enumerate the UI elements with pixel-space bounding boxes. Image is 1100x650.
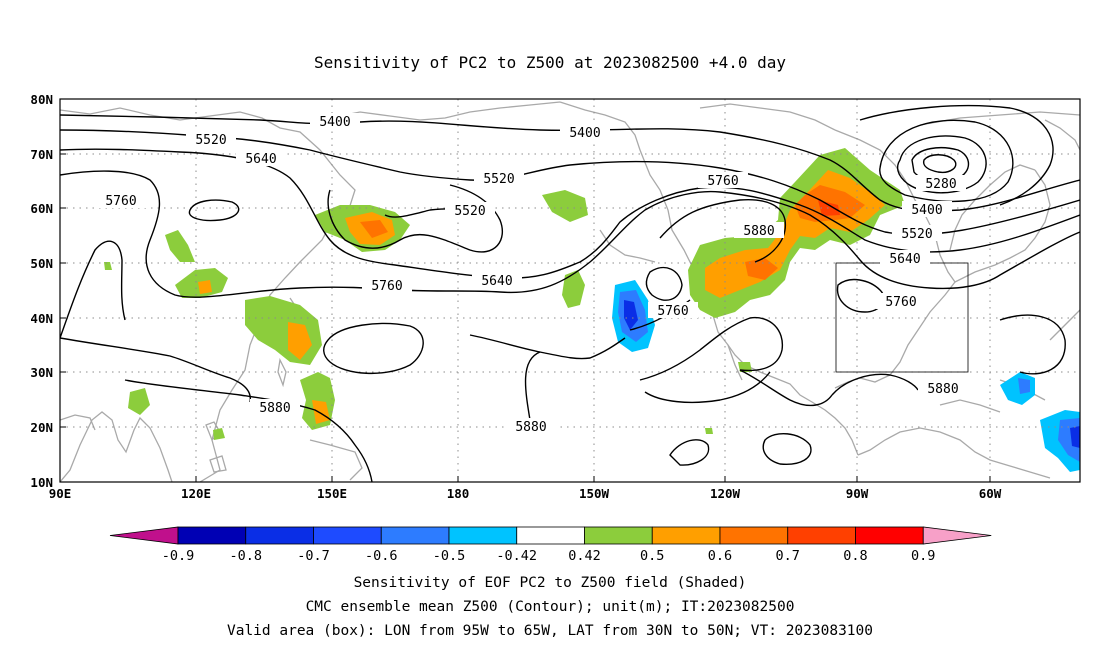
contour-label: 5760 <box>105 194 136 209</box>
colorbar-label: 0.7 <box>776 548 800 564</box>
sensitivity-shading <box>104 148 1080 472</box>
colorbar-swatch <box>855 526 924 545</box>
lon-tick-label: 150E <box>317 486 347 501</box>
colorbar-swatch <box>448 526 518 545</box>
contour-label: 5400 <box>911 203 942 218</box>
contour-5520 <box>60 129 1080 236</box>
caption-line-2: CMC ensemble mean Z500 (Contour); unit(m… <box>306 599 795 615</box>
lat-tick-label: 80N <box>30 92 53 107</box>
lon-tick-label: 150W <box>579 486 610 501</box>
colorbar-label: -0.6 <box>365 548 398 564</box>
figure-title: Sensitivity of PC2 to Z500 at 2023082500… <box>314 53 786 72</box>
contour-5640 <box>60 148 1080 279</box>
contour-label: 5880 <box>743 224 774 239</box>
colorbar-label: 0.8 <box>843 548 867 564</box>
lon-tick-label: 120W <box>710 486 741 501</box>
colorbar-label: -0.7 <box>297 548 330 564</box>
colorbar-label: -0.5 <box>433 548 466 564</box>
colorbar-swatch <box>719 526 789 545</box>
contour-labels: 5400 5400 5520 5640 5760 5520 5520 5760 … <box>96 113 968 435</box>
contour-5280 <box>896 135 987 194</box>
contour-label: 5640 <box>481 274 512 289</box>
colorbar-swatch <box>584 526 653 545</box>
lon-tick-label: 180 <box>447 486 470 501</box>
colorbar-label: -0.8 <box>229 548 262 564</box>
lon-tick-label: 90W <box>846 486 869 501</box>
latitude-labels: 80N 70N 60N 50N 40N 30N 20N 10N <box>30 92 53 490</box>
lat-tick-label: 20N <box>30 420 53 435</box>
contour-label: 5640 <box>245 152 276 167</box>
lon-tick-label: 120E <box>181 486 211 501</box>
tick-marks <box>60 98 991 482</box>
colorbar-swatch <box>651 526 721 545</box>
contour-label: 5400 <box>319 115 350 130</box>
shade-red <box>818 200 840 216</box>
contour-label: 5760 <box>707 174 738 189</box>
colorbar-label: 0.5 <box>640 548 664 564</box>
colorbar: -0.9 -0.8 -0.7 -0.6 -0.5 -0.42 0.42 0.5 0.6 0.7 0.… <box>109 526 992 564</box>
caption-line-3: Valid area (box): LON from 95W to 65W, L… <box>227 623 873 639</box>
contour-label: 5640 <box>889 252 920 267</box>
graticule <box>60 99 1080 482</box>
contour-label: 5760 <box>371 279 402 294</box>
colorbar-label: 0.42 <box>568 548 601 564</box>
caption-line-1: Sensitivity of EOF PC2 to Z500 field (Sh… <box>354 575 747 591</box>
contour-label: 5880 <box>515 420 546 435</box>
colorbar-swatch <box>177 526 247 545</box>
contour-label: 5760 <box>885 295 916 310</box>
colorbar-label: 0.9 <box>911 548 935 564</box>
contour-label: 5520 <box>901 227 932 242</box>
lon-tick-label: 60W <box>979 486 1002 501</box>
lat-tick-label: 30N <box>30 365 53 380</box>
lat-tick-label: 70N <box>30 147 53 162</box>
lat-tick-label: 10N <box>30 475 53 490</box>
map-frame <box>59 98 1081 483</box>
shade-blue-atlantic <box>1000 372 1080 472</box>
contour-label: 5280 <box>925 177 956 192</box>
colorbar-label: -0.9 <box>162 548 195 564</box>
contour-label: 5880 <box>259 401 290 416</box>
colorbar-swatch <box>380 526 450 545</box>
contour-label: 5760 <box>657 304 688 319</box>
colorbar-label: 0.6 <box>708 548 732 564</box>
lat-tick-label: 60N <box>30 201 53 216</box>
colorbar-end-right <box>922 526 992 545</box>
contour-label: 5520 <box>483 172 514 187</box>
lon-tick-label: 90E <box>49 486 72 501</box>
contour-label: 5400 <box>569 126 600 141</box>
contour-5760 <box>60 170 1080 298</box>
colorbar-label: -0.42 <box>496 548 537 564</box>
colorbar-swatch <box>516 526 585 545</box>
contour-5880 <box>124 379 373 482</box>
contour-label: 5880 <box>927 382 958 397</box>
longitude-labels: 90E 120E 150E 180 150W 120W 90W 60W <box>49 486 1002 501</box>
colorbar-swatch <box>313 526 382 545</box>
lat-tick-label: 40N <box>30 311 53 326</box>
contour-label: 5520 <box>454 204 485 219</box>
colorbar-swatch <box>787 526 856 545</box>
colorbar-swatch <box>245 526 314 545</box>
colorbar-end-left <box>109 526 179 545</box>
lat-tick-label: 50N <box>30 256 53 271</box>
map-area: 5400 5400 5520 5640 5760 5520 5520 5760 … <box>60 99 1080 482</box>
contour-label: 5520 <box>195 133 226 148</box>
